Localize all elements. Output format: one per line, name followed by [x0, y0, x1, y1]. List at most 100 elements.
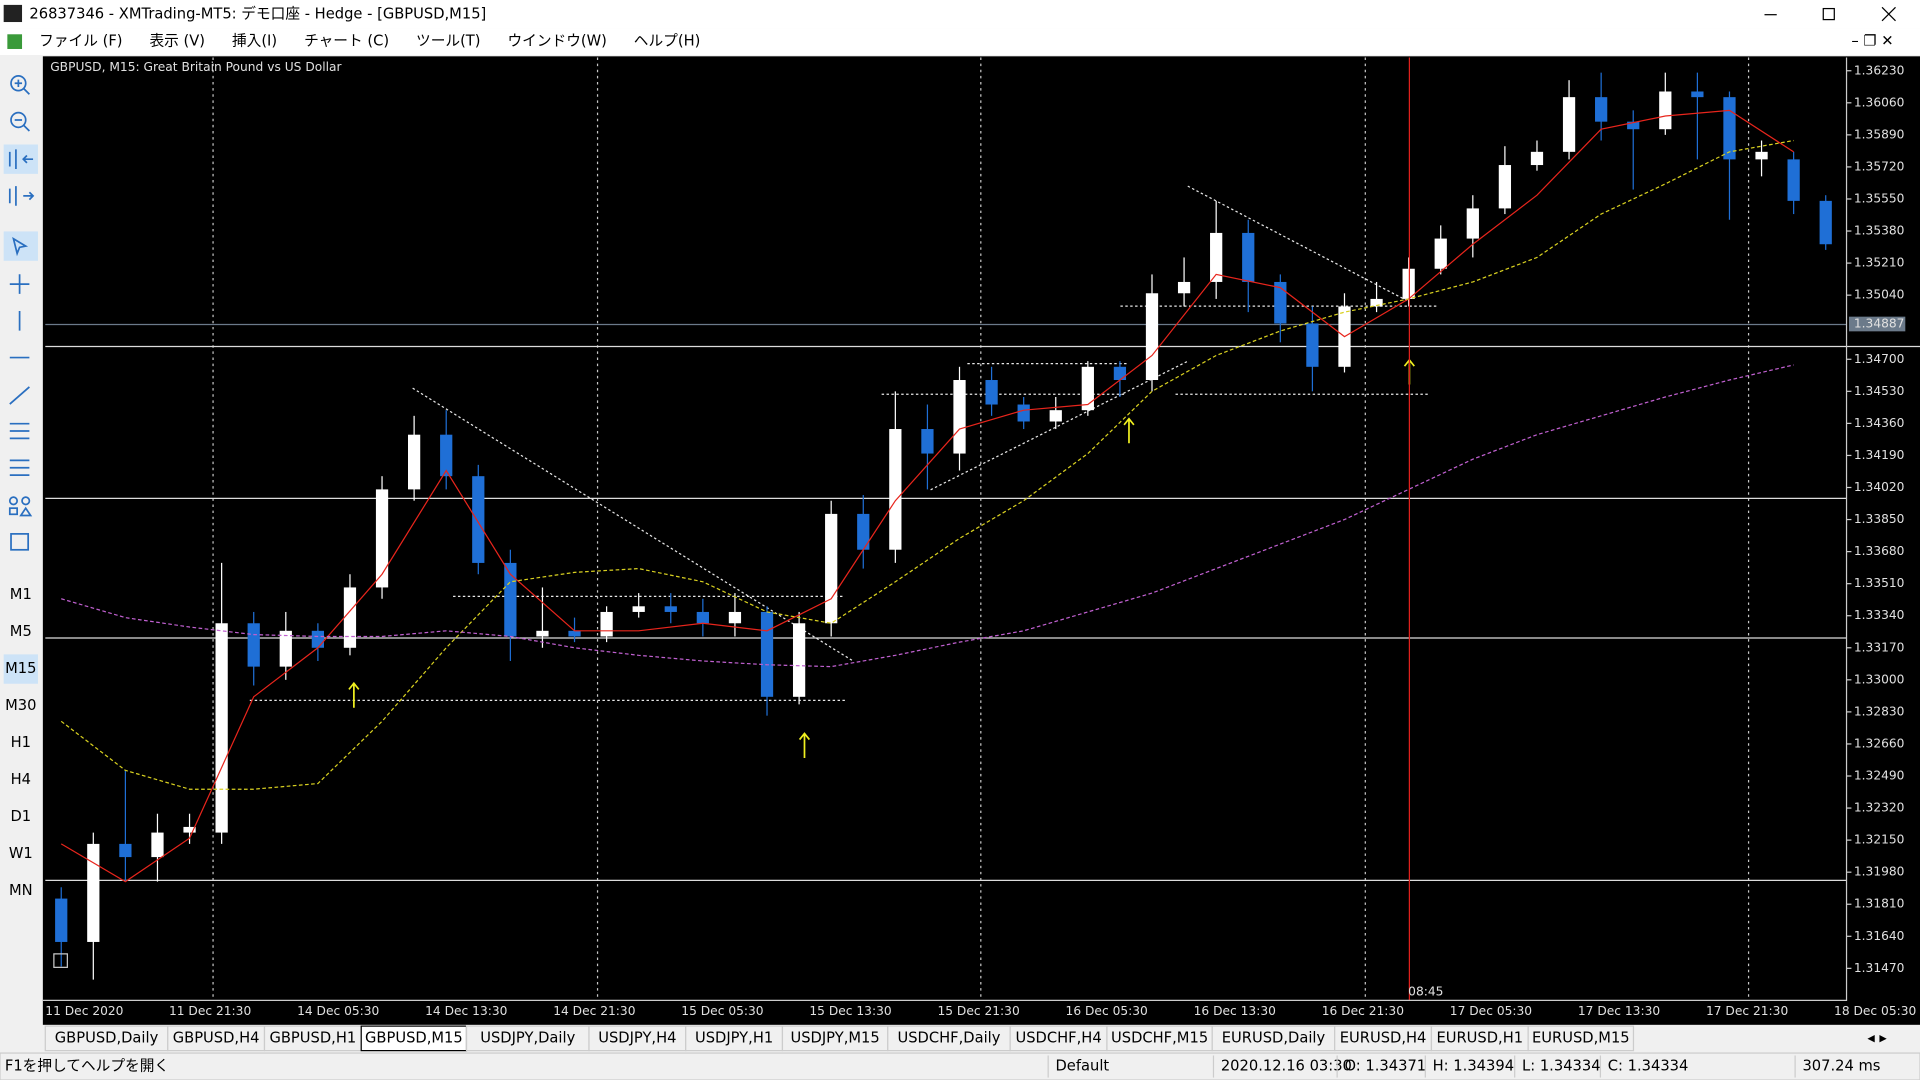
candle-body: [1498, 165, 1512, 209]
chart-title: GBPUSD, M15: Great Britain Pound vs US D…: [50, 60, 342, 74]
tab-label[interactable]: EURUSD,M15: [1532, 1029, 1630, 1046]
tab-label[interactable]: EURUSD,Daily: [1222, 1029, 1326, 1046]
timeframe-button[interactable]: D1: [10, 808, 31, 825]
status-field: Default: [1056, 1058, 1110, 1075]
candle-body: [1081, 366, 1094, 411]
status-field: H: 1.34394: [1433, 1058, 1514, 1075]
y-tick-label: 1.32150: [1854, 833, 1905, 847]
candle-body: [1466, 208, 1479, 239]
candle-body: [1049, 410, 1062, 422]
tab[interactable]: [465, 1025, 590, 1052]
candle-body: [1274, 281, 1287, 324]
zoom-out[interactable]: [10, 111, 27, 129]
tab-label[interactable]: EURUSD,H4: [1340, 1029, 1427, 1046]
timeframe-active-bg: [3, 654, 38, 684]
candle-body: [279, 630, 292, 667]
menu-item[interactable]: 挿入(I): [232, 33, 277, 50]
candle-body: [1595, 97, 1608, 122]
menu-item[interactable]: ファイル (F): [39, 33, 122, 50]
candle-body: [1210, 232, 1223, 282]
candle-body: [568, 630, 581, 637]
tab-label[interactable]: USDJPY,M15: [790, 1029, 879, 1046]
candle-body: [1145, 293, 1159, 381]
candle-body: [728, 611, 742, 624]
menu-item[interactable]: 表示 (V): [149, 33, 205, 50]
tool-icons: [3, 75, 38, 551]
candle-body: [696, 611, 709, 624]
tab-label[interactable]: USDJPY,H4: [598, 1029, 676, 1046]
x-tick-label: 18 Dec 05:30: [1834, 1004, 1916, 1018]
tab-label[interactable]: EURUSD,H1: [1436, 1029, 1523, 1046]
x-tick-label: 15 Dec 21:30: [937, 1004, 1019, 1018]
timeframe-button[interactable]: M5: [10, 623, 32, 640]
moving-average: [61, 364, 1794, 668]
tab[interactable]: [588, 1025, 687, 1052]
y-tick-label: 1.34700: [1854, 352, 1905, 366]
candle-body: [1562, 97, 1576, 152]
tab[interactable]: [167, 1025, 266, 1052]
candle-body: [1627, 121, 1640, 130]
zoom-in[interactable]: [10, 75, 27, 92]
tab[interactable]: [685, 1025, 784, 1052]
candle-body: [1530, 151, 1544, 166]
menu-item[interactable]: ヘルプ(H): [634, 33, 701, 50]
tab[interactable]: [1430, 1025, 1529, 1052]
candle-body: [600, 611, 613, 637]
menu-item[interactable]: ウインドウ(W): [507, 33, 606, 50]
left-toolbar: [0, 55, 42, 1025]
timeframe-button[interactable]: H1: [11, 734, 31, 751]
timeframe-button[interactable]: M30: [5, 697, 36, 714]
menu-item[interactable]: ツール(T): [416, 33, 480, 50]
y-tick-label: 1.33000: [1854, 672, 1905, 686]
moving-average: [60, 139, 1794, 790]
x-tick-label: 15 Dec 05:30: [681, 1004, 763, 1018]
candle-body: [1242, 232, 1255, 282]
tab-label[interactable]: USDCHF,M15: [1111, 1029, 1208, 1046]
restore-button[interactable]: [1822, 7, 1835, 21]
y-tick-label: 1.35210: [1854, 256, 1905, 270]
timeframe-button[interactable]: M1: [10, 586, 32, 603]
window-title: 26837346 - XMTrading-MT5: デモ口座 - Hedge -…: [29, 5, 486, 23]
tab[interactable]: [1106, 1025, 1213, 1052]
tabs: GBPUSD,Daily GBPUSD,H4 GBPUSD,H1 GBPUSD,M15…: [44, 1025, 1635, 1052]
tab-label[interactable]: USDJPY,Daily: [480, 1029, 575, 1046]
y-tick-label: 1.31810: [1854, 897, 1905, 911]
tab[interactable]: [1211, 1025, 1336, 1052]
y-tick-label: 1.32830: [1854, 704, 1905, 718]
tab[interactable]: [1527, 1025, 1635, 1052]
candle-body: [1306, 323, 1319, 367]
tab-label[interactable]: GBPUSD,Daily: [55, 1029, 159, 1046]
timeframe-button[interactable]: MN: [9, 882, 33, 899]
x-tick-label: 17 Dec 21:30: [1706, 1004, 1788, 1018]
timeframe-button[interactable]: W1: [9, 845, 33, 862]
y-tick-label: 1.32660: [1854, 736, 1905, 750]
tab[interactable]: [263, 1025, 362, 1052]
timeframe-button[interactable]: M15: [5, 660, 36, 677]
candle-body: [1017, 404, 1030, 422]
tab[interactable]: [1009, 1025, 1108, 1052]
tab-label[interactable]: GBPUSD,H1: [269, 1029, 356, 1046]
y-tick-label: 1.36230: [1854, 63, 1905, 77]
close-button[interactable]: [1881, 6, 1896, 22]
tab-label[interactable]: GBPUSD,H4: [173, 1029, 260, 1046]
tab-label[interactable]: USDCHF,H4: [1015, 1029, 1101, 1046]
y-tick-label: 1.33340: [1854, 608, 1905, 622]
tab-scroll[interactable]: ◂ ▸: [1867, 1029, 1887, 1046]
corner-box: [53, 953, 68, 968]
candle-body: [857, 513, 870, 550]
mdi-controls[interactable]: – ❐ ✕: [1851, 33, 1893, 50]
candle-body: [247, 623, 260, 667]
tab-label[interactable]: USDCHF,Daily: [897, 1029, 1000, 1046]
app-icon: [3, 4, 23, 23]
tab[interactable]: [887, 1025, 1011, 1052]
tab-label[interactable]: GBPUSD,M15: [365, 1029, 463, 1046]
x-tick-label: 14 Dec 13:30: [425, 1004, 507, 1018]
timeframe-button[interactable]: H4: [11, 771, 31, 788]
menu-item[interactable]: チャート (C): [304, 33, 389, 50]
status-field: C: 1.34334: [1608, 1058, 1689, 1075]
tab-label[interactable]: USDJPY,H1: [695, 1029, 773, 1046]
y-tick-label: 1.34530: [1854, 384, 1905, 398]
timeframe-buttons: M1 M5 M15 M30 H1 H4 D1 W1 MN: [3, 586, 38, 899]
candle-body: [664, 606, 677, 612]
x-tick-label: 14 Dec 21:30: [553, 1004, 635, 1018]
